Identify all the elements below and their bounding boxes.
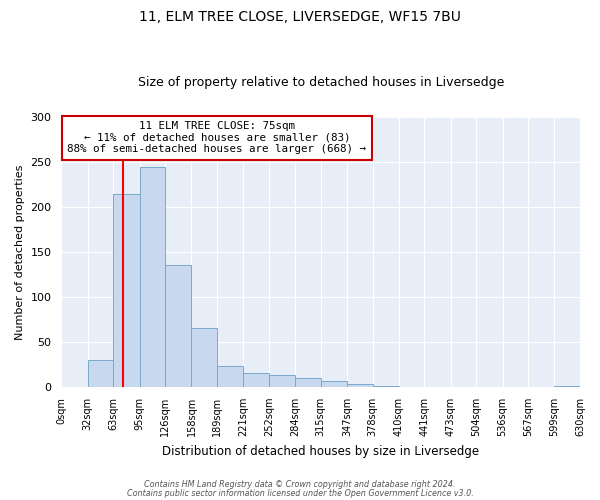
Bar — [269, 375, 295, 387]
Y-axis label: Number of detached properties: Number of detached properties — [15, 164, 25, 340]
Bar — [113, 194, 140, 387]
Bar — [321, 380, 347, 387]
Bar — [140, 166, 165, 387]
Text: Contains HM Land Registry data © Crown copyright and database right 2024.: Contains HM Land Registry data © Crown c… — [144, 480, 456, 489]
Bar — [554, 386, 580, 387]
Text: Contains public sector information licensed under the Open Government Licence v3: Contains public sector information licen… — [127, 489, 473, 498]
Title: Size of property relative to detached houses in Liversedge: Size of property relative to detached ho… — [137, 76, 504, 90]
Text: 11, ELM TREE CLOSE, LIVERSEDGE, WF15 7BU: 11, ELM TREE CLOSE, LIVERSEDGE, WF15 7BU — [139, 10, 461, 24]
Bar — [88, 360, 113, 387]
Bar — [347, 384, 373, 387]
Text: 11 ELM TREE CLOSE: 75sqm
← 11% of detached houses are smaller (83)
88% of semi-d: 11 ELM TREE CLOSE: 75sqm ← 11% of detach… — [67, 121, 367, 154]
Bar — [217, 366, 244, 387]
Bar — [295, 378, 321, 387]
Bar — [244, 372, 269, 387]
X-axis label: Distribution of detached houses by size in Liversedge: Distribution of detached houses by size … — [162, 444, 479, 458]
Bar — [191, 328, 217, 387]
Bar — [165, 266, 191, 387]
Bar — [373, 386, 399, 387]
